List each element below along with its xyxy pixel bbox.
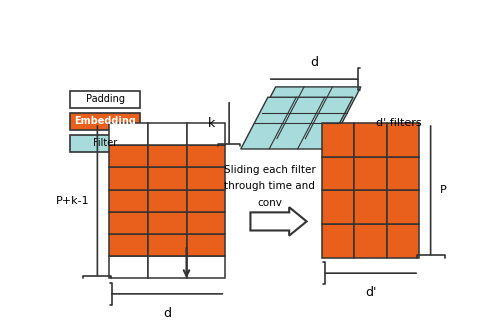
Bar — [354, 191, 386, 224]
Bar — [386, 157, 419, 191]
Bar — [109, 190, 148, 212]
Polygon shape — [241, 97, 353, 149]
Bar — [186, 167, 225, 190]
Text: Padding: Padding — [86, 94, 124, 104]
Bar — [148, 256, 186, 278]
Bar — [186, 123, 225, 145]
Bar — [322, 191, 354, 224]
Bar — [186, 256, 225, 278]
FancyArrow shape — [250, 207, 306, 236]
Text: Filter: Filter — [93, 138, 117, 148]
Text: d: d — [310, 56, 318, 69]
Bar — [186, 190, 225, 212]
Text: Sliding each filter: Sliding each filter — [224, 165, 316, 175]
Polygon shape — [248, 87, 361, 139]
Bar — [322, 157, 354, 191]
Bar — [322, 224, 354, 258]
Bar — [148, 234, 186, 256]
Bar — [322, 123, 354, 157]
Text: d' filters: d' filters — [376, 118, 422, 128]
Bar — [386, 191, 419, 224]
Text: d': d' — [365, 286, 376, 299]
Bar — [354, 157, 386, 191]
Text: P: P — [440, 185, 447, 195]
Bar — [109, 145, 148, 167]
Bar — [386, 224, 419, 258]
Bar — [109, 234, 148, 256]
Bar — [386, 123, 419, 157]
Bar — [70, 91, 140, 108]
Bar — [186, 145, 225, 167]
Bar — [186, 234, 225, 256]
Bar — [148, 190, 186, 212]
Bar — [148, 123, 186, 145]
Bar — [70, 135, 140, 152]
Text: through time and: through time and — [224, 181, 316, 192]
Text: d: d — [163, 307, 171, 320]
Bar — [70, 113, 140, 130]
Bar — [148, 212, 186, 234]
Bar — [109, 167, 148, 190]
Bar — [109, 256, 148, 278]
Text: k: k — [208, 117, 216, 130]
Bar — [354, 224, 386, 258]
Text: Embedding: Embedding — [74, 116, 136, 126]
Bar — [109, 123, 148, 145]
Text: P+k-1: P+k-1 — [56, 196, 90, 206]
Text: conv: conv — [258, 198, 282, 208]
Bar — [354, 123, 386, 157]
Bar — [109, 212, 148, 234]
Bar — [148, 145, 186, 167]
Bar — [148, 167, 186, 190]
Bar — [186, 212, 225, 234]
